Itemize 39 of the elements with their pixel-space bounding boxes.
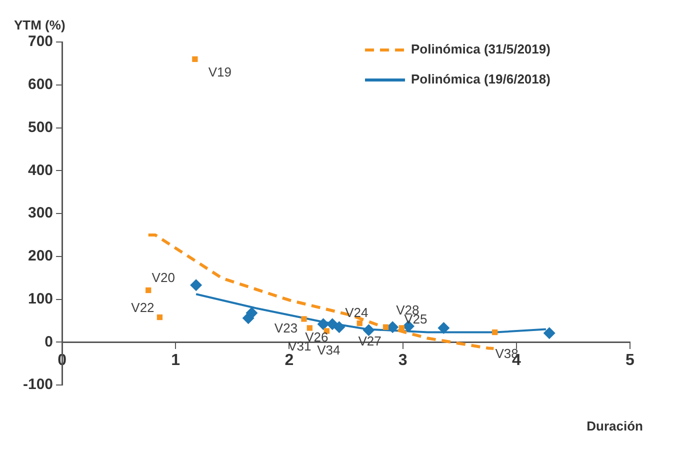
- point: [317, 318, 330, 330]
- annotation: V24: [345, 304, 368, 320]
- y-tick-label: -100: [22, 376, 54, 394]
- y-tick-label: 100: [28, 290, 54, 308]
- x-tick-label: 3: [398, 352, 408, 370]
- point: [146, 287, 152, 294]
- legend-label: Polinómica (31/5/2019): [411, 42, 550, 57]
- point: [301, 316, 307, 322]
- y-axis-title: YTM (%): [14, 18, 66, 33]
- x-axis-title: Duración: [586, 418, 644, 434]
- point: [306, 325, 312, 331]
- point: [333, 321, 346, 334]
- x-tick-label: 5: [626, 352, 635, 370]
- annotation: V19: [208, 64, 232, 80]
- y-tick-label: 600: [28, 76, 54, 94]
- annotation: V23: [274, 320, 298, 336]
- point: [543, 327, 556, 340]
- point: [398, 325, 404, 331]
- point: [382, 324, 389, 330]
- annotation: V22: [131, 300, 154, 315]
- y-tick-label: 200: [28, 248, 54, 265]
- y-tick-label: 700: [28, 33, 54, 50]
- y-tick-label: 500: [28, 118, 54, 136]
- point: [492, 329, 498, 336]
- point: [192, 56, 198, 62]
- y-tick-label: 0: [44, 333, 54, 350]
- y-tick-label: 300: [28, 204, 54, 222]
- annotation: V20: [152, 270, 175, 285]
- point: [246, 306, 258, 319]
- annotation: V34: [317, 342, 340, 358]
- legend-label: Polinómica (19/6/2018): [411, 72, 550, 87]
- point: [362, 324, 375, 336]
- x-tick-label: 1: [171, 352, 180, 370]
- point: [356, 320, 362, 326]
- point: [438, 322, 450, 334]
- point: [156, 314, 163, 320]
- y-tick-label: 400: [28, 162, 54, 179]
- point: [190, 279, 202, 292]
- x-tick-label: 2: [284, 352, 294, 370]
